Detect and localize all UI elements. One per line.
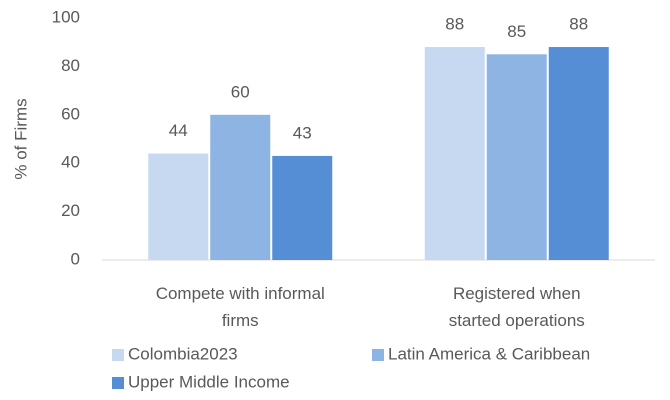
y-tick-label: 0 xyxy=(71,249,80,268)
y-tick-label: 20 xyxy=(61,201,80,220)
data-label: 88 xyxy=(445,15,464,34)
data-label: 43 xyxy=(293,123,312,142)
data-label: 44 xyxy=(169,121,188,140)
legend-label: Latin America & Caribbean xyxy=(388,344,590,363)
data-label: 85 xyxy=(507,22,526,41)
legend-label: Colombia2023 xyxy=(128,344,238,363)
x-tick-label: Compete with informal firms xyxy=(156,284,325,330)
x-tick-label: Registered when started operations xyxy=(449,284,585,330)
data-label: 88 xyxy=(569,15,588,34)
legend-label: Upper Middle Income xyxy=(128,372,290,391)
bar xyxy=(548,47,609,260)
y-tick-label: 60 xyxy=(61,104,80,123)
legend-swatch xyxy=(372,349,384,361)
legend-swatch xyxy=(112,377,124,389)
bar xyxy=(272,155,333,260)
y-axis-label: % of Firms xyxy=(11,98,30,179)
bar xyxy=(424,47,485,260)
bar xyxy=(210,114,271,260)
y-tick-label: 100 xyxy=(52,7,80,26)
legend-swatch xyxy=(112,349,124,361)
data-label: 60 xyxy=(231,82,250,101)
y-tick-label: 40 xyxy=(61,153,80,172)
bar xyxy=(486,54,547,260)
bar xyxy=(148,153,209,260)
y-tick-label: 80 xyxy=(61,56,80,75)
